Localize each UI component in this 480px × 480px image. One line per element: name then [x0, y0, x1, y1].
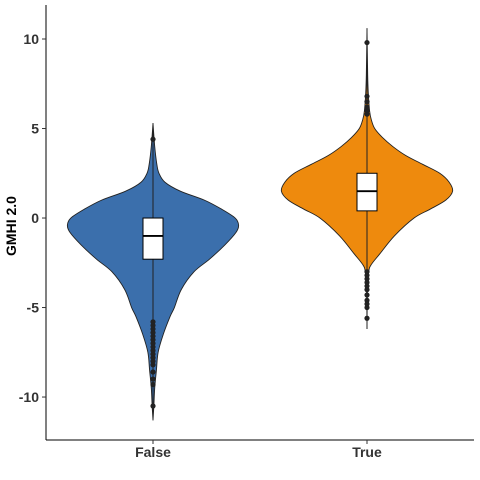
y-tick-label: 0 [31, 210, 39, 226]
outlier-point [150, 403, 156, 409]
outlier-point [150, 369, 156, 375]
outlier-point [364, 279, 370, 286]
outlier-point [150, 355, 156, 361]
outlier-point [364, 297, 370, 303]
outlier-point [364, 99, 370, 105]
outlier-point [150, 340, 156, 346]
outlier-point [364, 272, 370, 278]
outlier-point [364, 287, 370, 293]
y-axis-title: GMHI 2.0 [3, 196, 19, 256]
outlier-point [364, 292, 370, 298]
outlier-point [150, 322, 156, 329]
outlier-point [364, 93, 370, 99]
outlier-point [150, 136, 156, 142]
outlier-point [150, 326, 156, 332]
x-tick-label-false: False [135, 444, 171, 460]
outlier-point [364, 315, 370, 321]
outlier-point [150, 351, 156, 357]
outlier-point [150, 381, 156, 388]
outlier-point [364, 269, 370, 275]
tick-layer: -10 -5 0 5 10 False True [19, 31, 382, 460]
outlier-point [364, 111, 370, 117]
axes-layer [45, 5, 474, 441]
outlier-point [364, 283, 370, 289]
outlier-point [150, 344, 156, 350]
outlier-point [150, 362, 156, 368]
outlier-point [150, 358, 156, 364]
outlier-point [150, 333, 156, 339]
outlier-point [150, 319, 156, 325]
outlier-point [364, 276, 370, 282]
y-tick-label: 5 [31, 121, 39, 137]
outlier-point [364, 301, 370, 307]
outlier-point [150, 347, 156, 354]
x-tick-label-true: True [352, 444, 382, 460]
y-tick-label: 10 [23, 31, 39, 47]
outlier-point [364, 304, 370, 311]
box-false [142, 217, 164, 260]
y-tick-label: -10 [19, 389, 39, 405]
y-tick-label: -5 [27, 300, 40, 316]
outlier-point [364, 108, 370, 114]
outlier-point [150, 376, 156, 382]
violin-layer [66, 28, 454, 421]
outlier-point [364, 39, 370, 46]
outlier-point [150, 337, 156, 343]
outlier-point [150, 329, 156, 336]
outlier-point [364, 104, 370, 110]
